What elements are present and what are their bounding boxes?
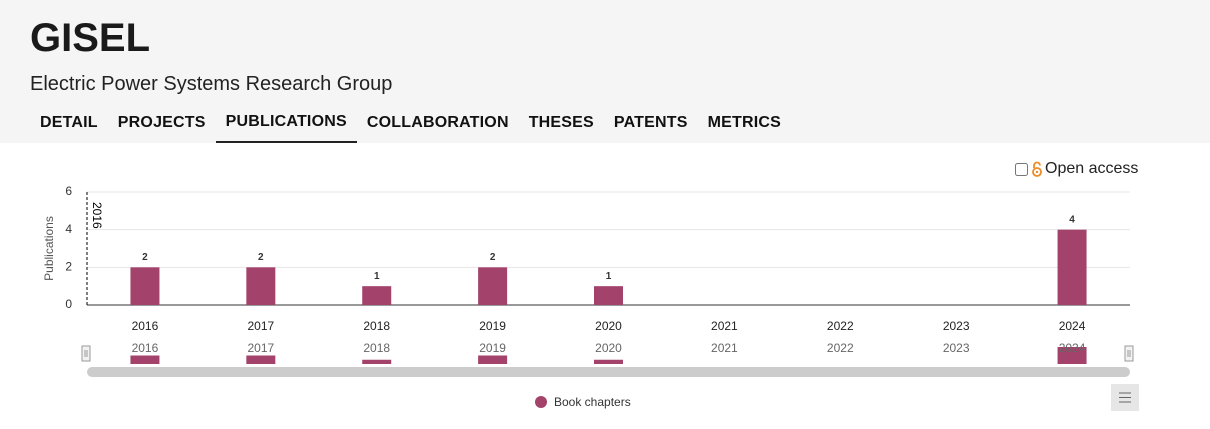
tab-bar: DETAIL PROJECTS PUBLICATIONS COLLABORATION T… <box>30 104 791 143</box>
bar <box>478 267 508 305</box>
x-tick-label: 2024 <box>1059 319 1086 333</box>
data-label: 2 <box>490 252 496 263</box>
annotation-label: 2016 <box>90 202 104 229</box>
y-tick-label: 6 <box>65 184 72 198</box>
tab[interactable]: PUBLICATIONS <box>215 104 357 143</box>
group-title: GISEL <box>30 16 151 60</box>
open-access-filter: Open access <box>1015 160 1138 178</box>
navigator-handle <box>1124 345 1134 362</box>
tab[interactable]: PROJECTS <box>117 114 206 131</box>
navigator-label: 2022 <box>827 341 854 355</box>
data-label: 2 <box>258 252 264 263</box>
data-label: 4 <box>1069 214 1075 225</box>
navigator-bar <box>478 355 508 364</box>
data-label: 2 <box>142 252 148 263</box>
navigator-label: 2020 <box>595 341 622 355</box>
navigator-label: 2019 <box>479 341 506 355</box>
navigator-label: 2024 <box>1059 341 1086 355</box>
x-tick-label: 2016 <box>132 319 159 333</box>
tab[interactable]: METRICS <box>707 114 782 131</box>
open-access-icon <box>1032 161 1042 177</box>
legend-label[interactable]: Book chapters <box>554 395 631 409</box>
navigator-bar <box>1057 347 1087 364</box>
bar <box>594 286 623 305</box>
x-tick-label: 2022 <box>827 319 854 333</box>
open-access-label[interactable]: Open access <box>1045 160 1139 177</box>
x-tick-label: 2023 <box>943 319 970 333</box>
data-label: 1 <box>374 271 380 282</box>
navigator-label: 2017 <box>247 341 274 355</box>
navigator-label: 2016 <box>132 341 159 355</box>
navigator-label: 2021 <box>711 341 738 355</box>
navigator-label: 2018 <box>363 341 390 355</box>
chart-menu-button[interactable] <box>1111 384 1139 411</box>
y-tick-label: 2 <box>65 260 72 274</box>
bar <box>130 267 160 305</box>
legend-marker <box>535 396 547 408</box>
x-tick-label: 2017 <box>247 319 274 333</box>
data-label: 1 <box>606 271 612 282</box>
navigator-bar <box>594 359 623 364</box>
navigator-bar <box>130 355 160 364</box>
scrollbar[interactable] <box>87 367 1130 377</box>
x-tick-label: 2018 <box>363 319 390 333</box>
navigator-bar <box>246 355 276 364</box>
open-access-checkbox[interactable] <box>1015 162 1028 176</box>
x-tick-label: 2019 <box>479 319 506 333</box>
x-tick-label: 2021 <box>711 319 738 333</box>
navigator-bar <box>362 359 392 364</box>
tab[interactable]: PATENTS <box>613 114 688 131</box>
bar <box>1057 229 1087 305</box>
tab[interactable]: COLLABORATION <box>366 114 509 131</box>
group-subtitle: Electric Power Systems Research Group <box>30 73 393 95</box>
navigator-handle <box>81 345 91 362</box>
y-axis-title: Publications <box>42 216 56 281</box>
menu-icon <box>1119 392 1131 403</box>
y-tick-label: 0 <box>65 297 72 311</box>
bar <box>246 267 276 305</box>
navigator-label: 2023 <box>943 341 970 355</box>
header: GISEL Electric Power Systems Research Gr… <box>0 0 1210 143</box>
x-tick-label: 2020 <box>595 319 622 333</box>
tab[interactable]: THESES <box>528 114 594 131</box>
tab[interactable]: DETAIL <box>40 114 98 131</box>
bar <box>362 286 392 305</box>
y-tick-label: 4 <box>65 222 72 236</box>
